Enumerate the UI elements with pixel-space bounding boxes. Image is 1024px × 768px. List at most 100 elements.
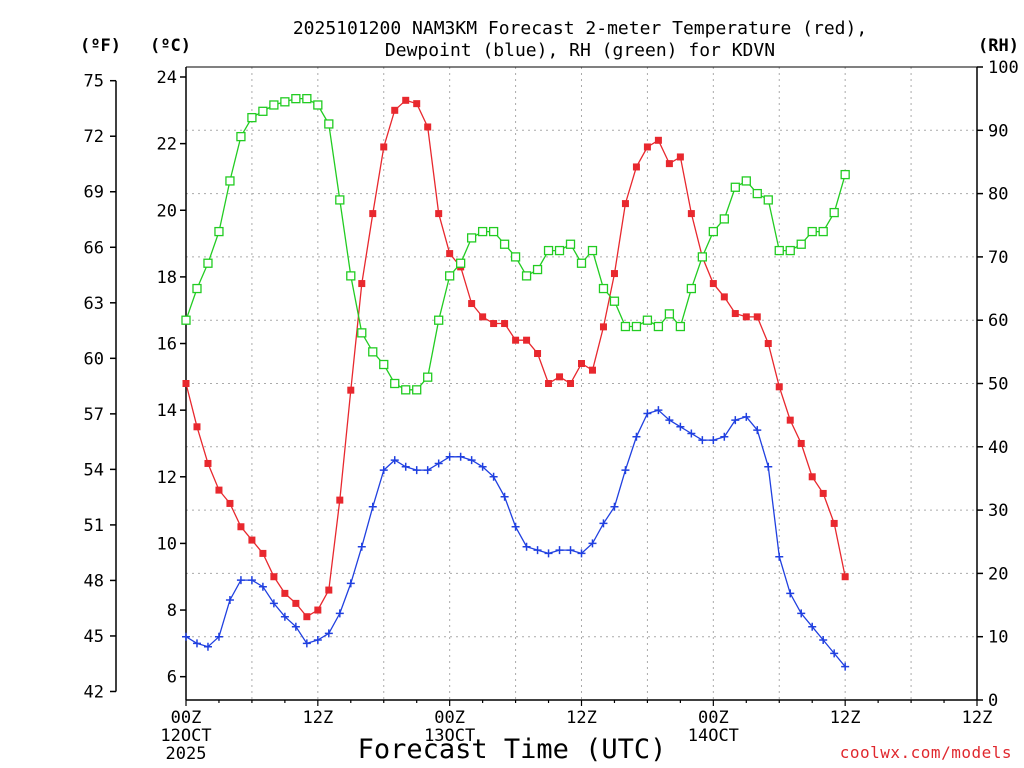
time-tick-date-label: 12OCT	[160, 726, 211, 746]
dewpoint-point	[577, 549, 586, 558]
rh-tick-label: 60	[988, 311, 1008, 331]
temperature-point	[490, 320, 498, 328]
rh-point	[554, 245, 565, 256]
celsius-tick-label: 24	[157, 68, 177, 88]
dewpoint-point	[236, 576, 245, 585]
temperature-point	[501, 320, 509, 328]
temperature-point	[786, 416, 794, 424]
celsius-tick-label: 12	[157, 468, 177, 488]
rh-point	[434, 315, 444, 325]
temperature-point	[545, 380, 553, 387]
temperature-point	[523, 336, 531, 344]
dewpoint-point	[445, 452, 454, 461]
fahrenheit-tick-label: 54	[84, 460, 104, 480]
rh-point	[609, 296, 620, 306]
dewpoint-point	[720, 432, 729, 441]
chart-title: 2025101200 NAM3KM Forecast 2-meter Tempe…	[180, 18, 980, 62]
rh-point	[401, 385, 411, 395]
dewpoint-point	[599, 519, 608, 528]
temperature-point	[468, 300, 476, 308]
temperature-point	[446, 250, 454, 258]
rh-axis-unit: (RH)	[978, 36, 1019, 56]
dewpoint-point	[687, 429, 696, 438]
dewpoint-point	[346, 579, 355, 588]
fahrenheit-tick-label: 45	[84, 627, 104, 647]
temperature-point	[435, 210, 443, 218]
rh-point	[631, 321, 642, 332]
temperature-point	[621, 200, 629, 208]
rh-point	[576, 258, 587, 268]
rh-point	[346, 271, 356, 281]
dewpoint-point	[742, 412, 751, 421]
fahrenheit-tick-label: 72	[84, 127, 104, 147]
x-axis-label: Forecast Time (UTC)	[358, 734, 667, 765]
dewpoint-point	[775, 552, 784, 561]
rh-point	[532, 264, 543, 275]
dewpoint-point	[819, 636, 828, 645]
temperature-point	[512, 336, 520, 344]
time-tick-label: 12Z	[302, 708, 333, 728]
celsius-tick-label: 6	[167, 668, 177, 688]
rh-point	[840, 169, 850, 180]
temperature-point	[720, 293, 728, 301]
rh-point	[620, 321, 631, 332]
rh-point	[664, 309, 675, 319]
chart-title-line1: 2025101200 NAM3KM Forecast 2-meter Tempe…	[292, 18, 868, 39]
temperature-point	[270, 573, 278, 581]
temperature-point	[632, 163, 640, 171]
fahrenheit-tick-label: 60	[84, 349, 104, 369]
temperature-point	[402, 96, 410, 104]
temperature-point	[841, 573, 849, 581]
celsius-tick-label: 16	[157, 335, 177, 355]
dewpoint-point	[280, 612, 289, 621]
celsius-tick-label: 20	[157, 201, 177, 221]
dewpoint-point	[654, 406, 663, 415]
rh-point	[225, 176, 235, 186]
rh-point	[785, 245, 795, 256]
temperature-point	[369, 210, 377, 218]
rh-point	[796, 239, 806, 249]
rh-point	[466, 233, 477, 243]
celsius-axis-unit: (ºC)	[150, 36, 191, 56]
dewpoint-point	[423, 466, 432, 475]
dewpoint-point	[335, 609, 344, 618]
temperature-point	[215, 486, 223, 494]
rh-point	[423, 372, 433, 382]
celsius-tick-label: 18	[157, 268, 177, 288]
dewpoint-point	[412, 466, 421, 475]
fahrenheit-tick-label: 51	[84, 516, 104, 536]
dewpoint-point	[808, 622, 817, 631]
temperature-point	[676, 153, 684, 161]
dewpoint-point	[434, 459, 443, 468]
rh-point	[829, 207, 839, 218]
temperature-point	[797, 439, 805, 447]
rh-point	[477, 226, 488, 237]
dewpoint-point	[214, 632, 223, 641]
temperature-point	[556, 373, 564, 381]
rh-point	[763, 195, 773, 205]
dewpoint-point	[698, 436, 707, 445]
temperature-point	[808, 473, 816, 481]
rh-tick-label: 50	[988, 375, 1008, 395]
fahrenheit-tick-label: 66	[84, 238, 104, 258]
series-rh	[181, 94, 850, 395]
temperature-point	[687, 210, 695, 218]
credit-link[interactable]: coolwx.com/models	[839, 743, 1012, 762]
rh-point	[445, 271, 455, 281]
temperature-point	[347, 386, 355, 394]
fahrenheit-tick-label: 75	[84, 72, 104, 92]
temperature-point	[358, 280, 366, 288]
grid-lines	[186, 67, 977, 700]
rh-tick-label: 30	[988, 501, 1008, 521]
celsius-tick-label: 8	[167, 601, 177, 621]
dewpoint-point	[533, 546, 542, 555]
temperature-point	[753, 313, 761, 321]
rh-point	[686, 283, 697, 294]
dewpoint-point	[753, 426, 762, 435]
fahrenheit-tick-label: 48	[84, 571, 104, 591]
temperature-point	[479, 313, 487, 321]
rh-point	[291, 94, 301, 104]
temperature-point	[248, 536, 256, 544]
dewpoint-point	[632, 432, 641, 441]
temperature-point	[654, 136, 662, 144]
